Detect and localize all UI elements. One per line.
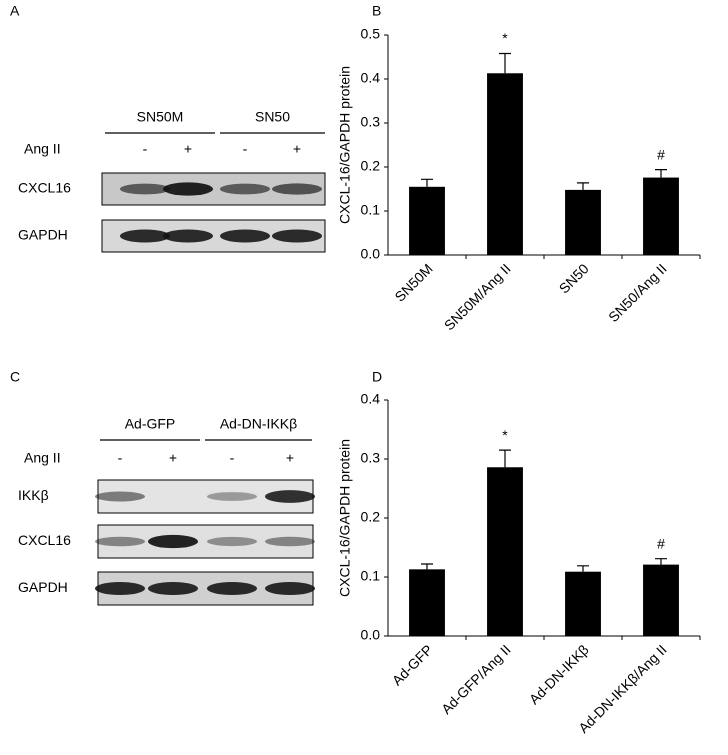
group-label: Ad-GFP [125, 416, 176, 432]
band [163, 229, 213, 243]
treatment-label: Ang II [24, 141, 61, 157]
x-tick-label: Ad-DN-IKKβ/Ang II [575, 641, 670, 736]
panel-label: B [372, 3, 381, 19]
panel-label: C [10, 369, 20, 385]
y-axis-label: CXCL-16/GAPDH protein [337, 66, 353, 224]
y-tick-label: 0.4 [361, 70, 381, 86]
y-tick-label: 0.4 [361, 391, 381, 407]
sign: + [169, 450, 177, 466]
row-label: GAPDH [18, 227, 68, 243]
band [120, 183, 170, 195]
significance-label: * [502, 30, 508, 46]
y-tick-label: 0.0 [361, 246, 381, 262]
x-tick-label: SN50/Ang II [605, 260, 670, 325]
error-bar [577, 565, 589, 572]
sign: - [243, 141, 248, 157]
bar [565, 189, 601, 255]
band [148, 581, 198, 596]
band [272, 183, 322, 195]
error-bar [499, 52, 511, 74]
x-tick-label: SN50 [556, 260, 592, 296]
x-tick-label: Ad-GFP [389, 641, 436, 688]
band [207, 581, 257, 596]
band [163, 182, 213, 196]
sign: + [293, 141, 301, 157]
band [265, 490, 315, 503]
group-label: SN50M [137, 109, 184, 125]
error-bar [577, 182, 589, 190]
band [207, 536, 257, 547]
bar [409, 569, 445, 636]
group-label: Ad-DN-IKKβ [220, 416, 297, 432]
band [265, 581, 315, 596]
x-tick-label: Ad-GFP/Ang II [438, 641, 514, 717]
significance-label: # [657, 146, 665, 162]
bar [643, 177, 679, 255]
treatment-label: Ang II [24, 450, 61, 466]
row-label: CXCL16 [18, 532, 71, 548]
x-tick-label: Ad-DN-IKKβ [526, 641, 592, 707]
band [95, 581, 145, 596]
group-label: SN50 [255, 109, 290, 125]
significance-label: # [657, 535, 665, 551]
row-label: CXCL16 [18, 180, 71, 196]
y-tick-label: 0.1 [361, 568, 381, 584]
row-label: GAPDH [18, 579, 68, 595]
y-tick-label: 0.2 [361, 158, 381, 174]
sign: - [118, 450, 123, 466]
bar [409, 186, 445, 255]
band [148, 534, 198, 549]
error-bar [655, 169, 667, 178]
bar [487, 73, 523, 255]
sign: + [184, 141, 192, 157]
x-tick-label: SN50M [391, 260, 435, 304]
panel-label: D [372, 369, 382, 385]
bar [487, 467, 523, 636]
error-bar [421, 178, 433, 187]
blot-row [97, 524, 314, 559]
band [220, 229, 270, 243]
bar [643, 564, 679, 636]
error-bar [499, 449, 511, 468]
significance-label: * [502, 427, 508, 443]
y-tick-label: 0.2 [361, 509, 381, 525]
sign: + [286, 450, 294, 466]
y-axis-label: CXCL-16/GAPDH protein [337, 439, 353, 597]
band [220, 183, 270, 195]
band [272, 229, 322, 243]
band [95, 491, 145, 502]
bar [565, 571, 601, 636]
error-bar [421, 563, 433, 570]
y-tick-label: 0.5 [361, 26, 381, 42]
error-bar [655, 558, 667, 565]
y-tick-label: 0.1 [361, 202, 381, 218]
y-tick-label: 0.3 [361, 114, 381, 130]
sign: - [230, 450, 235, 466]
band [95, 536, 145, 547]
y-tick-label: 0.3 [361, 450, 381, 466]
band [120, 229, 170, 243]
band [207, 492, 257, 501]
sign: - [143, 141, 148, 157]
row-label: IKKβ [18, 487, 49, 503]
y-tick-label: 0.0 [361, 627, 381, 643]
x-tick-label: SN50M/Ang II [441, 260, 514, 333]
panel-label: A [10, 3, 20, 19]
band [265, 536, 315, 547]
